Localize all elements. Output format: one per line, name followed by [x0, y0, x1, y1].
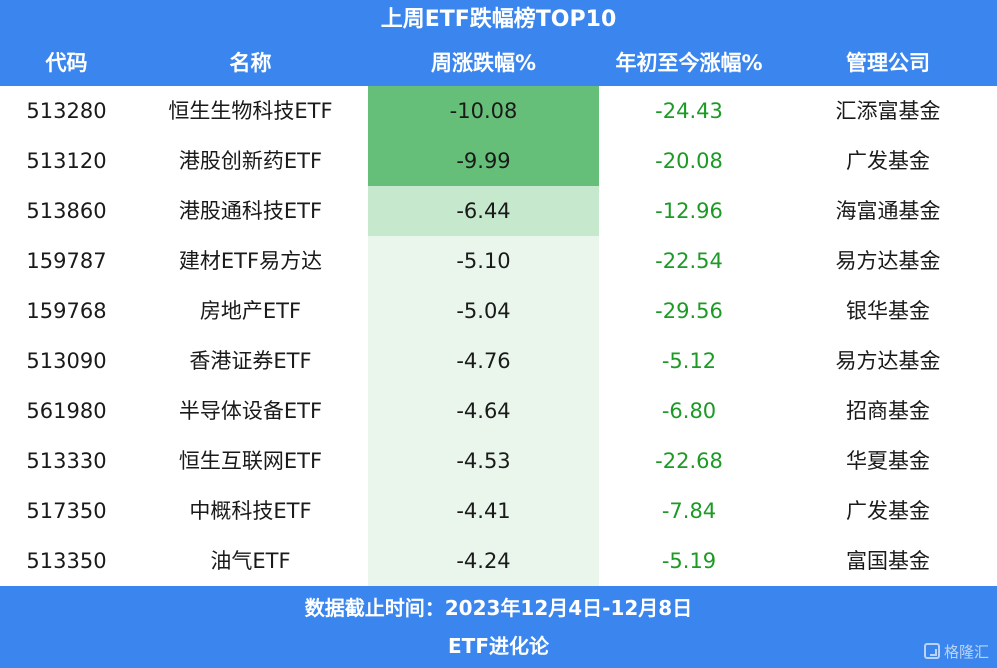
table-row: 513280 恒生生物科技ETF -10.08 -24.43 汇添富基金	[0, 86, 997, 136]
watermark-logo-icon	[923, 643, 940, 659]
cell-week-change: -4.41	[368, 486, 599, 536]
table-row: 513350 油气ETF -4.24 -5.19 富国基金	[0, 536, 997, 586]
cell-ytd-change: -24.43	[655, 99, 723, 123]
cell-week-change: -5.10	[368, 236, 599, 286]
cell-name: 半导体设备ETF	[178, 399, 323, 423]
table-row: 513860 港股通科技ETF -6.44 -12.96 海富通基金	[0, 186, 997, 236]
table-row: 561980 半导体设备ETF -4.64 -6.80 招商基金	[0, 386, 997, 436]
header-band	[0, 0, 997, 86]
cell-code: 513120	[26, 149, 107, 173]
watermark: 格隆汇	[923, 640, 989, 662]
cell-ytd-change: -6.80	[661, 399, 717, 423]
cell-code: 513860	[26, 199, 107, 223]
cell-company: 汇添富基金	[835, 99, 941, 123]
table-row: 513090 香港证券ETF -4.76 -5.12 易方达基金	[0, 336, 997, 386]
column-header-company: 管理公司	[846, 51, 930, 75]
cell-company: 易方达基金	[835, 349, 941, 373]
cell-code: 513330	[26, 449, 107, 473]
cell-ytd-change: -5.19	[661, 549, 717, 573]
table-row: 159768 房地产ETF -5.04 -29.56 银华基金	[0, 286, 997, 336]
cell-company: 易方达基金	[835, 249, 941, 273]
cell-ytd-change: -20.08	[655, 149, 723, 173]
cell-name: 房地产ETF	[199, 299, 302, 323]
table-body: 513280 恒生生物科技ETF -10.08 -24.43 汇添富基金 513120 港股…	[0, 86, 997, 586]
cell-company: 广发基金	[846, 499, 930, 523]
column-header-code: 代码	[45, 51, 88, 75]
cell-name: 建材ETF易方达	[178, 249, 323, 273]
cell-code: 513350	[26, 549, 107, 573]
cell-company: 海富通基金	[835, 199, 941, 223]
cell-name: 恒生互联网ETF	[178, 449, 323, 473]
cell-code: 517350	[26, 499, 107, 523]
cell-week-change: -10.08	[368, 86, 599, 136]
cell-code: 159787	[26, 249, 107, 273]
cell-company: 银华基金	[846, 299, 930, 323]
footer-band: 数据截止时间：2023年12月4日-12月8日 ETF进化论 格隆汇	[0, 586, 997, 668]
cell-name: 港股创新药ETF	[178, 149, 323, 173]
cell-week-change: -4.53	[368, 436, 599, 486]
date-range-note: 数据截止时间：2023年12月4日-12月8日	[304, 596, 693, 620]
cell-ytd-change: -7.84	[661, 499, 717, 523]
cell-code: 513090	[26, 349, 107, 373]
table-row: 513330 恒生互联网ETF -4.53 -22.68 华夏基金	[0, 436, 997, 486]
table-row: 159787 建材ETF易方达 -5.10 -22.54 易方达基金	[0, 236, 997, 286]
cell-ytd-change: -22.54	[655, 249, 723, 273]
source-label: ETF进化论	[448, 634, 549, 658]
cell-code: 513280	[26, 99, 107, 123]
cell-ytd-change: -22.68	[655, 449, 723, 473]
cell-week-change: -4.64	[368, 386, 599, 436]
column-header-week-change: 周涨跌幅%	[430, 51, 537, 75]
cell-week-change: -4.76	[368, 336, 599, 386]
cell-ytd-change: -5.12	[661, 349, 717, 373]
cell-week-change: -6.44	[368, 186, 599, 236]
cell-company: 华夏基金	[846, 449, 930, 473]
page-title: 上周ETF跌幅榜TOP10	[380, 7, 617, 32]
cell-week-change: -9.99	[368, 136, 599, 186]
cell-ytd-change: -12.96	[655, 199, 723, 223]
cell-company: 富国基金	[846, 549, 930, 573]
cell-name: 香港证券ETF	[189, 349, 312, 373]
cell-code: 561980	[26, 399, 107, 423]
cell-ytd-change: -29.56	[655, 299, 723, 323]
table-row: 517350 中概科技ETF -4.41 -7.84 广发基金	[0, 486, 997, 536]
cell-company: 广发基金	[846, 149, 930, 173]
cell-name: 恒生生物科技ETF	[168, 99, 333, 123]
cell-name: 油气ETF	[210, 549, 291, 573]
table-row: 513120 港股创新药ETF -9.99 -20.08 广发基金	[0, 136, 997, 186]
watermark-text: 格隆汇	[943, 642, 989, 661]
cell-company: 招商基金	[846, 399, 930, 423]
cell-week-change: -5.04	[368, 286, 599, 336]
cell-name: 中概科技ETF	[189, 499, 312, 523]
cell-week-change: -4.24	[368, 536, 599, 586]
cell-code: 159768	[26, 299, 107, 323]
column-header-name: 名称	[229, 51, 272, 75]
column-header-ytd-change: 年初至今涨幅%	[615, 51, 763, 75]
cell-name: 港股通科技ETF	[178, 199, 323, 223]
